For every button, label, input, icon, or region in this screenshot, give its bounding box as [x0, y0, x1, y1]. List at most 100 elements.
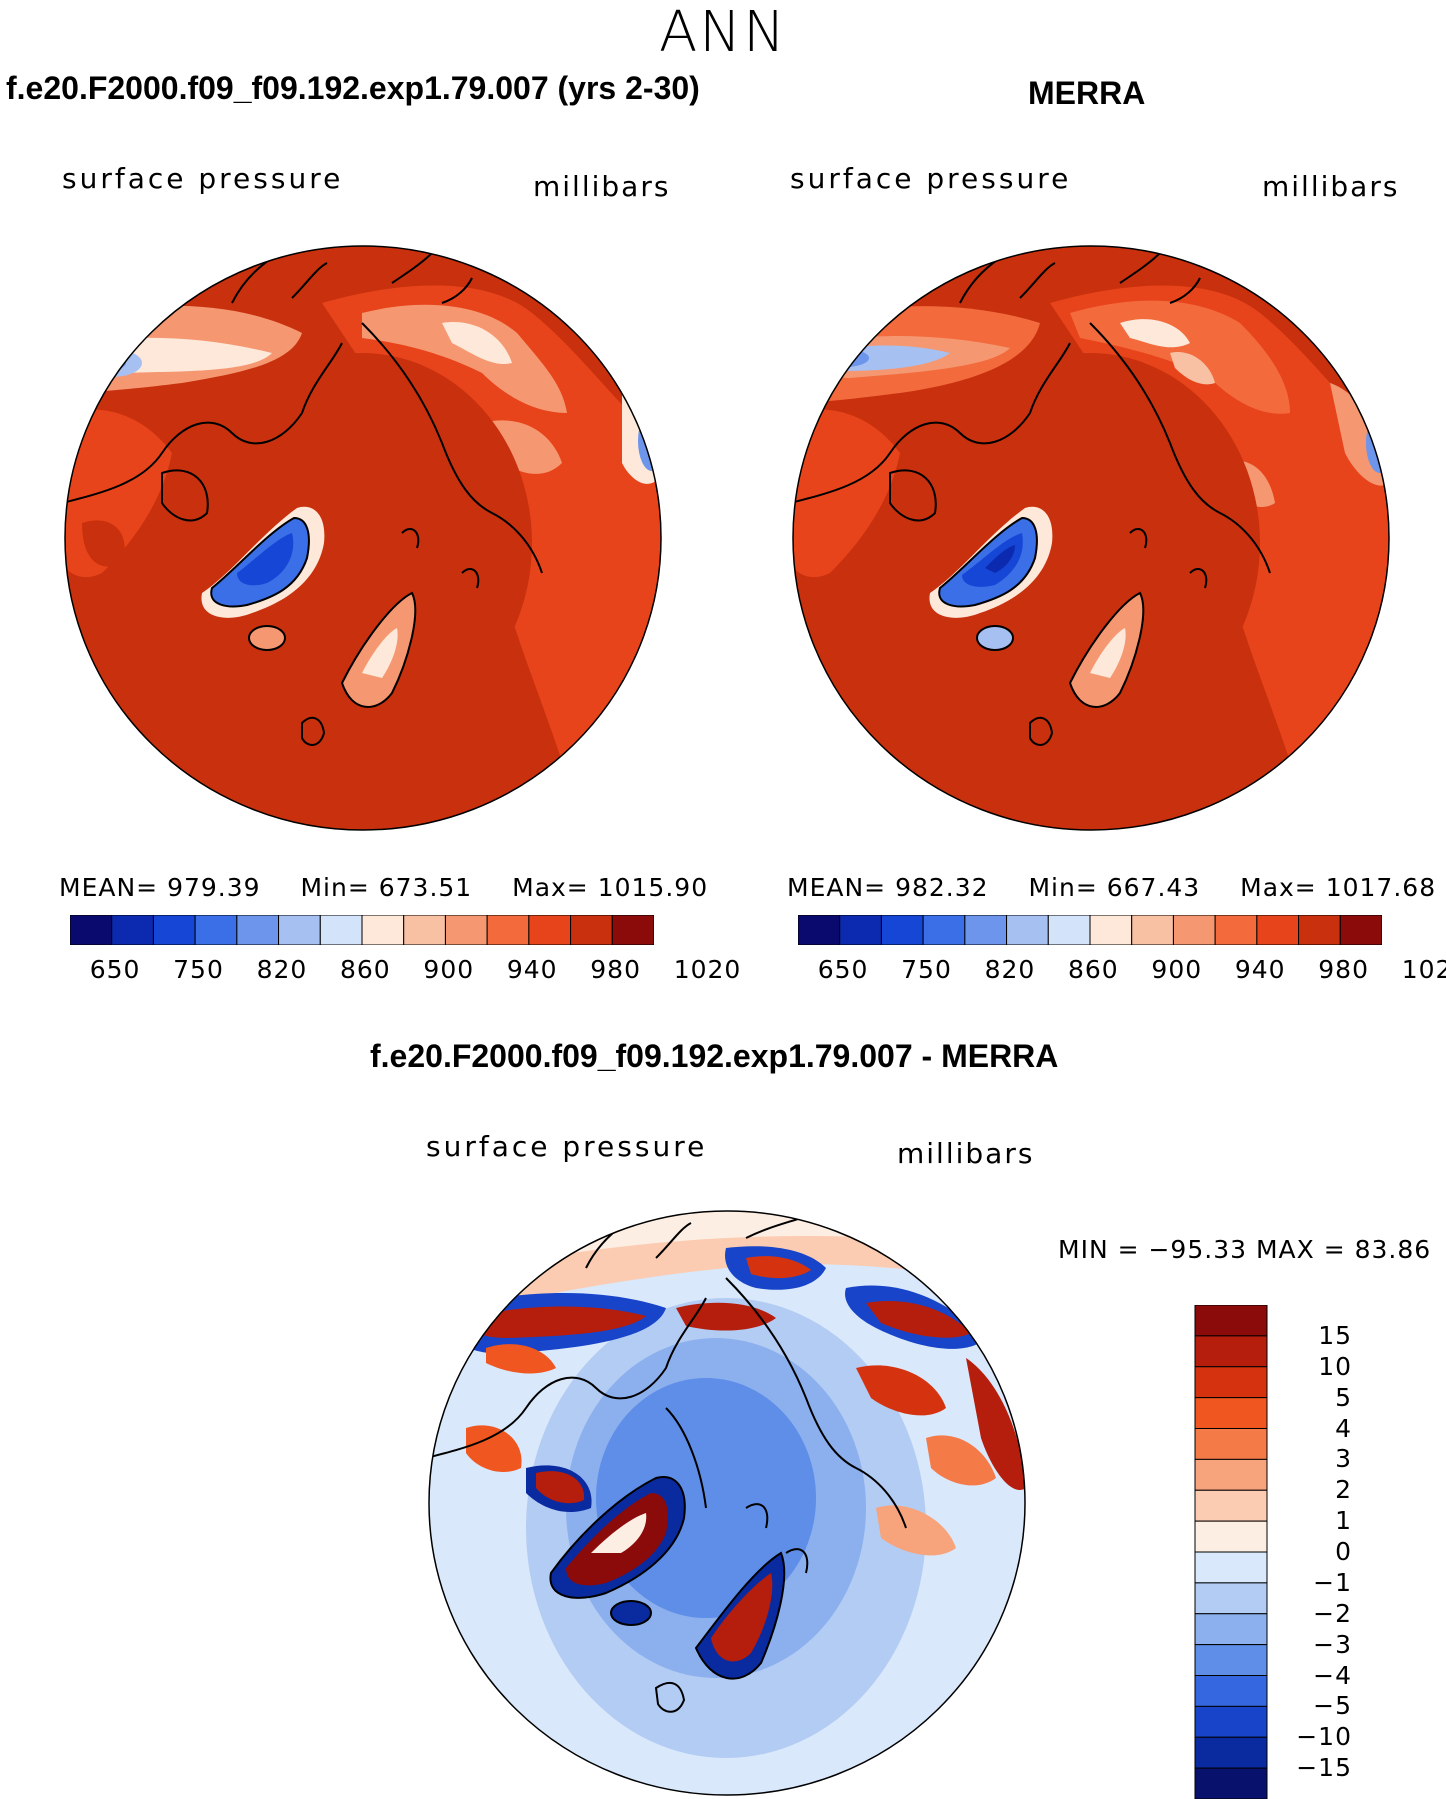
colorbar-swatch	[880, 915, 924, 945]
colorbar-swatch	[319, 915, 363, 945]
colorbar-swatch	[1194, 1520, 1268, 1553]
colorbar-tick-label: 750	[173, 955, 224, 984]
colorbar-tick-label: 900	[1151, 955, 1203, 984]
colorbar-swatch	[236, 915, 280, 945]
diff-colorbar-labels: 15 10 5 4 3 2 1 0 −1 −2 −3 −4 −5 −10 −15	[1290, 1305, 1370, 1799]
page-title: ANN	[658, 0, 788, 65]
colorbar-tick-label: 900	[423, 955, 475, 984]
colorbar-tick-label: 820	[256, 955, 308, 984]
panel-2-stats: MEAN= 982.32 Min= 667.43 Max= 1017.68	[787, 873, 1436, 902]
colorbar-tick-label: 15	[1318, 1320, 1352, 1350]
colorbar-swatch	[1047, 915, 1091, 945]
panel-2-min: 667.43	[1106, 873, 1201, 902]
colorbar-swatch	[1194, 1644, 1268, 1677]
panel-2-min-label: Min=	[1028, 873, 1098, 902]
colorbar-tick-label: −4	[1313, 1660, 1352, 1690]
colorbar-swatch	[1339, 915, 1382, 945]
colorbar-swatch	[528, 915, 572, 945]
colorbar-swatch	[1194, 1366, 1268, 1399]
colorbar-tick-label: 650	[817, 955, 869, 984]
colorbar-tick-label: 980	[1318, 955, 1369, 984]
panel-2-units: millibars	[1262, 170, 1400, 203]
panel-2-variable: surface pressure	[790, 162, 1072, 195]
colorbar-tick-label: 860	[340, 955, 391, 984]
colorbar-tick-label: 1020	[1401, 955, 1446, 984]
panel-1-mean-label: MEAN=	[59, 873, 159, 902]
panel-1-colorbar-labels: 650 750 820 860 900 940 980 1020	[70, 955, 741, 987]
colorbar-swatch	[403, 915, 446, 945]
colorbar-swatch	[361, 915, 405, 945]
panel-2-colorbar-labels: 650 750 820 860 900 940 980 1020	[798, 955, 1446, 987]
diff-panel-units: millibars	[897, 1137, 1035, 1170]
diff-panel-map	[428, 1210, 1026, 1796]
panel-1-stats: MEAN= 979.39 Min= 673.51 Max= 1015.90	[59, 873, 708, 902]
colorbar-tick-label: 940	[1234, 955, 1286, 984]
colorbar-tick-label: −15	[1296, 1753, 1352, 1783]
colorbar-swatch	[611, 915, 654, 945]
colorbar-swatch	[570, 915, 613, 945]
colorbar-swatch	[1194, 1736, 1268, 1769]
colorbar-tick-label: 650	[89, 955, 141, 984]
panel-1-title: f.e20.F2000.f09_f09.192.exp1.79.007 (yrs…	[6, 70, 700, 106]
colorbar-tick-label: 1020	[673, 955, 742, 984]
panel-2-map	[792, 245, 1390, 831]
colorbar-swatch	[1194, 1428, 1268, 1460]
colorbar-swatch	[1194, 1335, 1268, 1368]
colorbar-tick-label: 750	[901, 955, 952, 984]
panel-2-mean: 982.32	[895, 873, 989, 902]
panel-1-mean: 979.39	[167, 873, 261, 902]
panel-2-mean-label: MEAN=	[787, 873, 887, 902]
colorbar-tick-label: 4	[1335, 1413, 1352, 1443]
colorbar-tick-label: −10	[1296, 1722, 1352, 1752]
colorbar-swatch	[194, 915, 238, 945]
panel-2-max-label: Max=	[1240, 873, 1317, 902]
colorbar-swatch	[1172, 915, 1216, 945]
colorbar-swatch	[1194, 1767, 1268, 1799]
colorbar-tick-label: −3	[1313, 1629, 1352, 1659]
colorbar-swatch	[1194, 1582, 1268, 1615]
colorbar-swatch	[1131, 915, 1174, 945]
colorbar-swatch	[798, 915, 841, 945]
colorbar-tick-label: −1	[1313, 1567, 1352, 1597]
panel-2-colorbar	[798, 915, 1382, 945]
colorbar-swatch	[964, 915, 1008, 945]
diff-panel-minmax: MIN = −95.33 MAX = 83.86	[1058, 1235, 1432, 1264]
panel-2-max: 1017.68	[1325, 873, 1437, 902]
colorbar-tick-label: 0	[1335, 1537, 1352, 1566]
colorbar-tick-label: 860	[1068, 955, 1119, 984]
colorbar-tick-label: 1	[1335, 1506, 1352, 1536]
colorbar-tick-label: 3	[1335, 1444, 1352, 1474]
colorbar-swatch	[1194, 1705, 1268, 1738]
colorbar-swatch	[1214, 915, 1258, 945]
panel-1-map	[64, 245, 662, 831]
panel-1-max: 1015.90	[597, 873, 709, 902]
colorbar-swatch	[1194, 1458, 1268, 1491]
panel-1-min-label: Min=	[300, 873, 370, 902]
colorbar-tick-label: 5	[1335, 1382, 1352, 1412]
colorbar-tick-label: 980	[590, 955, 641, 984]
diff-panel-title: f.e20.F2000.f09_f09.192.exp1.79.007 - ME…	[370, 1038, 1059, 1074]
colorbar-swatch	[1194, 1551, 1268, 1584]
panel-1-variable: surface pressure	[62, 162, 344, 195]
colorbar-tick-label: 820	[984, 955, 1036, 984]
colorbar-swatch	[486, 915, 530, 945]
colorbar-swatch	[1256, 915, 1300, 945]
panel-1-colorbar	[70, 915, 654, 945]
colorbar-tick-label: 2	[1335, 1475, 1352, 1505]
colorbar-swatch	[152, 915, 196, 945]
colorbar-swatch	[1089, 915, 1133, 945]
colorbar-swatch	[1194, 1613, 1268, 1646]
colorbar-tick-label: 10	[1318, 1351, 1352, 1381]
colorbar-swatch	[1298, 915, 1341, 945]
colorbar-swatch	[1194, 1489, 1268, 1522]
colorbar-swatch	[1194, 1305, 1268, 1337]
colorbar-swatch	[1006, 915, 1049, 945]
panel-1-max-label: Max=	[512, 873, 589, 902]
colorbar-swatch	[444, 915, 488, 945]
colorbar-swatch	[839, 915, 882, 945]
colorbar-swatch	[922, 915, 966, 945]
colorbar-swatch	[111, 915, 154, 945]
colorbar-tick-label: −5	[1313, 1691, 1352, 1721]
panel-1-units: millibars	[533, 170, 671, 203]
colorbar-tick-label: −2	[1313, 1598, 1352, 1628]
